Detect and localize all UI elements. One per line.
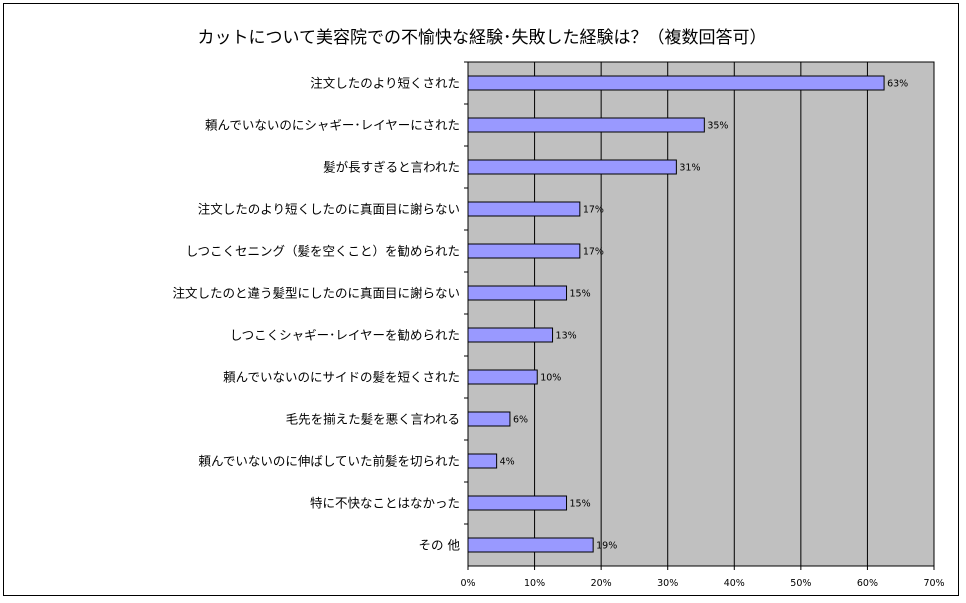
value-label: 19% [596, 541, 617, 552]
value-label: 15% [570, 499, 591, 510]
x-tick-label: 20% [591, 578, 612, 589]
x-tick-label: 60% [857, 578, 878, 589]
bar [467, 117, 705, 133]
value-label: 17% [583, 247, 604, 258]
bar [467, 369, 538, 385]
plot-background [467, 61, 935, 567]
value-label: 6% [513, 415, 528, 426]
bar [467, 285, 568, 301]
category-label: 注文したのと違う髪型にしたのに真面目に謝らない [172, 286, 460, 301]
bar [467, 75, 885, 91]
category-label: その 他 [419, 538, 461, 553]
bar-chart: カットについて美容院での不愉快な経験･失敗した経験は？（複数回答可） 0% 10%… [172, 28, 945, 589]
chart-frame: カットについて美容院での不愉快な経験･失敗した経験は？（複数回答可） 0% 10%… [3, 3, 959, 596]
bar [467, 243, 581, 259]
category-label: 特に不快なことはなかった [310, 496, 460, 511]
value-label: 35% [707, 121, 728, 132]
value-label: 63% [887, 79, 908, 90]
category-label: 頼んでいないのにシャギー･レイヤーにされた [205, 118, 460, 133]
x-tick-label: 50% [790, 578, 811, 589]
bar [467, 201, 581, 217]
category-label: しつこくシャギー･レイヤーを勧められた [230, 328, 460, 343]
bar [467, 411, 511, 427]
x-tick-label: 0% [460, 578, 475, 589]
x-tick-label: 70% [923, 578, 944, 589]
category-label: 頼んでいないのに伸ばしていた前髪を切られた [198, 454, 460, 469]
category-label: 頼んでいないのにサイドの髪を短くされた [223, 370, 460, 385]
value-label: 13% [556, 331, 577, 342]
x-tick-label: 40% [724, 578, 745, 589]
x-tick-label: 30% [657, 578, 678, 589]
bar [467, 453, 498, 469]
value-label: 17% [583, 205, 604, 216]
value-label: 4% [500, 457, 515, 468]
bar [467, 537, 594, 553]
bar [467, 327, 554, 343]
bar [467, 495, 568, 511]
category-label: 毛先を揃えた髪を悪く言われる [286, 412, 460, 427]
value-label: 31% [679, 163, 700, 174]
category-label: しつこくセニング（髪を空くこと）を勧められた [186, 244, 460, 259]
value-label: 15% [570, 289, 591, 300]
chart-title: カットについて美容院での不愉快な経験･失敗した経験は？（複数回答可） [198, 28, 767, 48]
plot-area: 0% 10% 20% 30% 40% 50% 60% 70% 注文したのより短くされた 63% 頼ん… [172, 61, 945, 589]
bar [467, 159, 677, 175]
category-label: 注文したのより短くしたのに真面目に謝らない [198, 202, 460, 217]
value-label: 10% [540, 373, 561, 384]
category-label: 注文したのより短くされた [310, 76, 460, 91]
category-label: 髪が長すぎると言われた [323, 160, 460, 175]
x-tick-label: 10% [524, 578, 545, 589]
